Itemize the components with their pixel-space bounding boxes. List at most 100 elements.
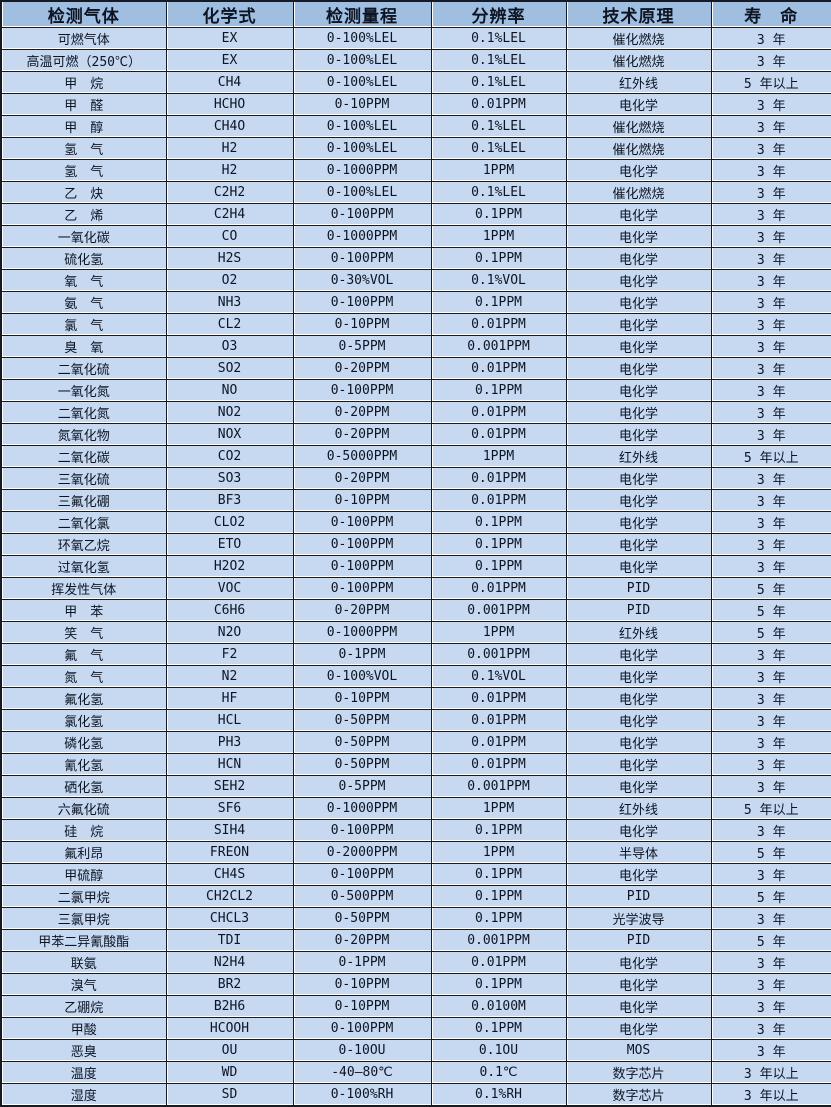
cell-lifespan: 3 年 [710, 951, 831, 974]
cell-principle: 催化燃烧 [565, 115, 712, 138]
cell-resolution: 0.001PPM [430, 335, 567, 358]
cell-principle: 电化学 [565, 973, 712, 996]
cell-lifespan: 3 年 [710, 1017, 831, 1040]
cell-lifespan: 3 年 [710, 93, 831, 116]
cell-formula: H2 [165, 159, 294, 182]
cell-resolution: 0.1%VOL [430, 269, 567, 292]
cell-principle: 电化学 [565, 665, 712, 688]
table-row: 二氧化氯 CLO2 0-100PPM 0.1PPM 电化学 3 年 [0, 511, 831, 534]
table-row: 氢 气 H2 0-1000PPM 1PPM 电化学 3 年 [0, 159, 831, 182]
cell-lifespan: 3 年以上 [710, 1083, 831, 1107]
cell-gas-name: 二氧化氮 [0, 401, 167, 424]
cell-gas-name: 挥发性气体 [0, 577, 167, 600]
table-row: 高温可燃（250℃） EX 0-100%LEL 0.1%LEL 催化燃烧 3 年 [0, 49, 831, 72]
cell-lifespan: 3 年 [710, 973, 831, 996]
cell-lifespan: 5 年 [710, 599, 831, 622]
cell-range: 0-1000PPM [292, 621, 432, 644]
table-row: 溴气 BR2 0-10PPM 0.1PPM 电化学 3 年 [0, 973, 831, 996]
cell-formula: H2O2 [165, 555, 294, 578]
cell-range: 0-5PPM [292, 775, 432, 798]
cell-gas-name: 甲 醇 [0, 115, 167, 138]
table-row: 一氧化氮 NO 0-100PPM 0.1PPM 电化学 3 年 [0, 379, 831, 402]
table-row: 联氨 N2H4 0-1PPM 0.01PPM 电化学 3 年 [0, 951, 831, 974]
cell-principle: MOS [565, 1039, 712, 1062]
cell-resolution: 0.1PPM [430, 247, 567, 270]
cell-range: 0-100PPM [292, 379, 432, 402]
cell-principle: 电化学 [565, 687, 712, 710]
cell-formula: CLO2 [165, 511, 294, 534]
table-row: 挥发性气体 VOC 0-100PPM 0.01PPM PID 5 年 [0, 577, 831, 600]
cell-formula: B2H6 [165, 995, 294, 1018]
table-row: 硫化氢 H2S 0-100PPM 0.1PPM 电化学 3 年 [0, 247, 831, 270]
cell-formula: PH3 [165, 731, 294, 754]
table-row: 六氟化硫 SF6 0-1000PPM 1PPM 红外线 5 年以上 [0, 797, 831, 820]
cell-resolution: 0.1%RH [430, 1083, 567, 1107]
cell-resolution: 0.1%VOL [430, 665, 567, 688]
cell-lifespan: 3 年 [710, 137, 831, 160]
cell-lifespan: 3 年 [710, 665, 831, 688]
cell-gas-name: 二氯甲烷 [0, 885, 167, 908]
cell-formula: NO2 [165, 401, 294, 424]
cell-gas-name: 乙 炔 [0, 181, 167, 204]
cell-lifespan: 3 年 [710, 555, 831, 578]
cell-resolution: 0.001PPM [430, 599, 567, 622]
cell-lifespan: 5 年以上 [710, 797, 831, 820]
table-row: 乙 烯 C2H4 0-100PPM 0.1PPM 电化学 3 年 [0, 203, 831, 226]
cell-resolution: 0.1OU [430, 1039, 567, 1062]
cell-lifespan: 3 年 [710, 687, 831, 710]
cell-gas-name: 溴气 [0, 973, 167, 996]
cell-formula: NH3 [165, 291, 294, 314]
cell-resolution: 1PPM [430, 445, 567, 468]
column-header-principle: 技术原理 [565, 0, 712, 28]
cell-principle: PID [565, 599, 712, 622]
cell-lifespan: 3 年 [710, 731, 831, 754]
cell-resolution: 0.1%LEL [430, 115, 567, 138]
cell-gas-name: 硅 烷 [0, 819, 167, 842]
table-body: 可燃气体 EX 0-100%LEL 0.1%LEL 催化燃烧 3 年高温可燃（250℃） E… [0, 27, 831, 1107]
column-header-gas-name: 检测气体 [0, 0, 167, 28]
cell-gas-name: 氢 气 [0, 137, 167, 160]
cell-principle: 红外线 [565, 621, 712, 644]
cell-gas-name: 温度 [0, 1061, 167, 1084]
cell-principle: 电化学 [565, 401, 712, 424]
cell-range: 0-100%LEL [292, 49, 432, 72]
cell-lifespan: 3 年 [710, 423, 831, 446]
cell-gas-name: 联氨 [0, 951, 167, 974]
table-row: 氰化氢 HCN 0-50PPM 0.01PPM 电化学 3 年 [0, 753, 831, 776]
cell-gas-name: 高温可燃（250℃） [0, 49, 167, 72]
cell-range: 0-100PPM [292, 533, 432, 556]
cell-lifespan: 3 年 [710, 357, 831, 380]
cell-gas-name: 氰化氢 [0, 753, 167, 776]
cell-resolution: 0.1PPM [430, 1017, 567, 1040]
table-row: 二氧化氮 NO2 0-20PPM 0.01PPM 电化学 3 年 [0, 401, 831, 424]
cell-principle: 催化燃烧 [565, 27, 712, 50]
cell-gas-name: 恶臭 [0, 1039, 167, 1062]
cell-resolution: 0.01PPM [430, 709, 567, 732]
cell-lifespan: 5 年 [710, 577, 831, 600]
cell-resolution: 0.1PPM [430, 379, 567, 402]
cell-gas-name: 硫化氢 [0, 247, 167, 270]
cell-lifespan: 3 年 [710, 115, 831, 138]
cell-formula: HCHO [165, 93, 294, 116]
cell-principle: 催化燃烧 [565, 49, 712, 72]
cell-principle: 电化学 [565, 819, 712, 842]
cell-range: 0-1PPM [292, 951, 432, 974]
table-row: 乙 炔 C2H2 0-100%LEL 0.1%LEL 催化燃烧 3 年 [0, 181, 831, 204]
cell-formula: H2 [165, 137, 294, 160]
cell-principle: 电化学 [565, 203, 712, 226]
cell-formula: C6H6 [165, 599, 294, 622]
cell-gas-name: 臭 氧 [0, 335, 167, 358]
cell-formula: NO [165, 379, 294, 402]
cell-gas-name: 一氧化氮 [0, 379, 167, 402]
cell-resolution: 0.01PPM [430, 753, 567, 776]
header-row: 检测气体 化学式 检测量程 分辨率 技术原理 寿 命 [0, 0, 831, 28]
cell-range: 0-100PPM [292, 577, 432, 600]
cell-principle: 红外线 [565, 71, 712, 94]
cell-formula: CHCL3 [165, 907, 294, 930]
cell-resolution: 1PPM [430, 797, 567, 820]
cell-formula: SO3 [165, 467, 294, 490]
cell-resolution: 0.001PPM [430, 643, 567, 666]
cell-resolution: 0.001PPM [430, 775, 567, 798]
cell-formula: VOC [165, 577, 294, 600]
cell-principle: 电化学 [565, 379, 712, 402]
